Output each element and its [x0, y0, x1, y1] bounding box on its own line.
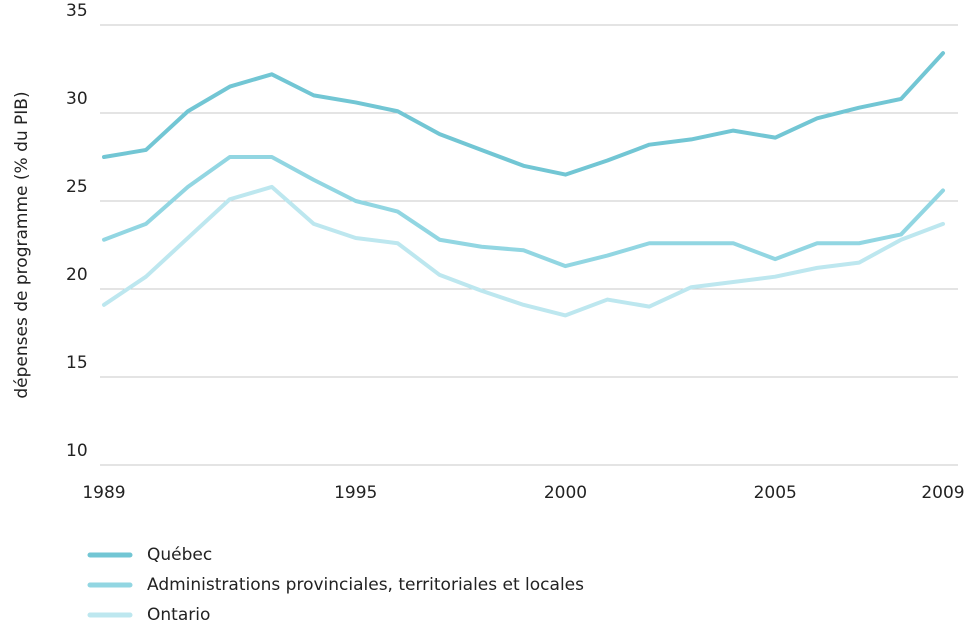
x-tick-label: 1995 [334, 483, 377, 503]
legend-label: Québec [147, 545, 212, 565]
y-tick-label: 15 [66, 353, 88, 373]
y-tick-label: 30 [66, 89, 88, 109]
x-tick-label: 1989 [82, 483, 125, 503]
legend-label: Ontario [147, 605, 210, 624]
x-tick-label: 2009 [921, 483, 964, 503]
y-tick-label: 35 [66, 1, 88, 21]
y-axis-label: dépenses de programme (% du PIB) [12, 91, 32, 398]
y-tick-label: 10 [66, 441, 88, 461]
y-tick-label: 25 [66, 177, 88, 197]
legend-label: Administrations provinciales, territoria… [147, 575, 584, 595]
series-line [102, 155, 945, 269]
series-line [102, 51, 945, 177]
x-tick-label: 2000 [544, 483, 587, 503]
y-tick-label: 20 [66, 265, 88, 285]
x-tick-label: 2005 [754, 483, 797, 503]
series-line [102, 184, 945, 318]
